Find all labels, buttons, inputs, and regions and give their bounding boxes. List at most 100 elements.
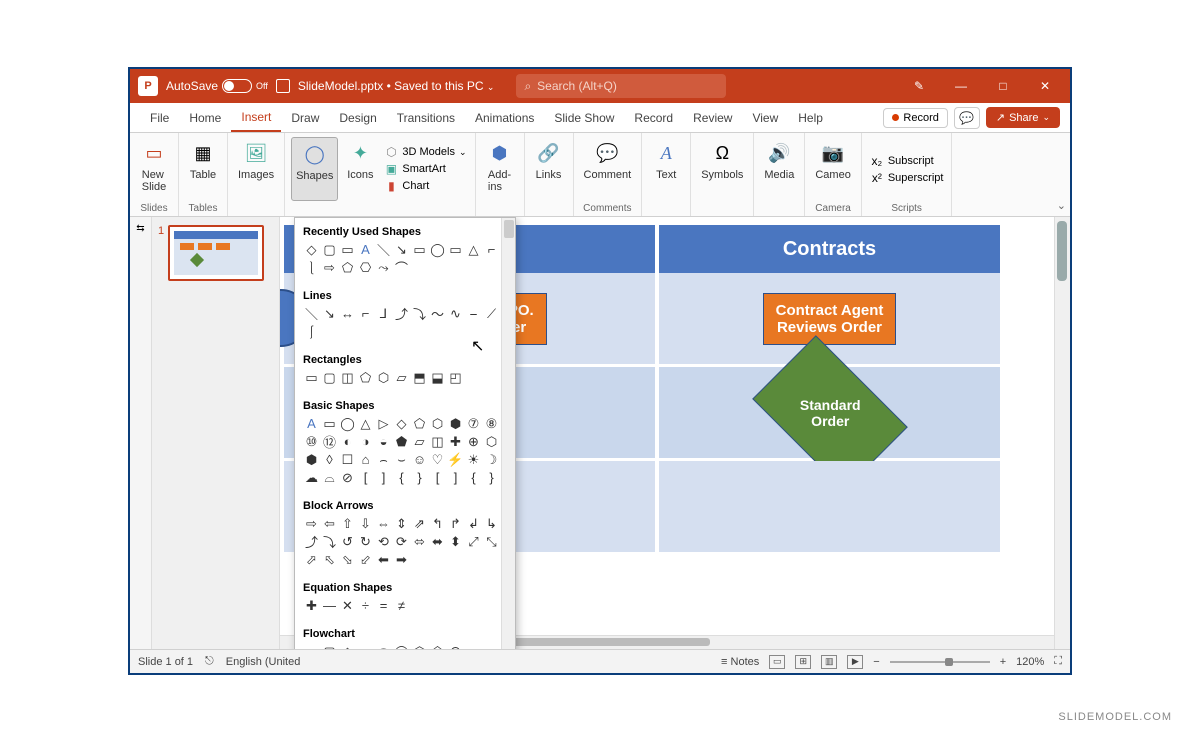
shape-bs-28[interactable]: ⌣ [393, 451, 410, 468]
normal-view-icon[interactable]: ▭ [769, 655, 785, 669]
zoom-out-button[interactable]: − [873, 656, 879, 668]
shape-ar-26[interactable]: ⬃ [357, 551, 374, 568]
shape-textbox[interactable]: A [357, 241, 374, 258]
reading-view-icon[interactable]: ▥ [821, 655, 837, 669]
shape-ar-2[interactable]: ⇦ [321, 515, 338, 532]
shape-bs-11[interactable]: ⑧ [483, 415, 500, 432]
shape-ar-17[interactable]: ⟳ [393, 533, 410, 550]
shape-ar-10[interactable]: ↲ [465, 515, 482, 532]
shape-ar-13[interactable]: ⤵ [321, 533, 338, 550]
shape-rect-h[interactable]: ⬓ [429, 369, 446, 386]
tab-draw[interactable]: Draw [281, 103, 329, 132]
shape-rect-d[interactable]: ⬠ [357, 369, 374, 386]
smartart-button[interactable]: ▣SmartArt [382, 161, 468, 177]
shape-bs-3[interactable]: ◯ [339, 415, 356, 432]
shape-bs-40[interactable]: } [411, 469, 428, 486]
new-slide-button[interactable]: ▭New Slide [136, 137, 172, 201]
shape-arc[interactable]: ⌒ [393, 259, 410, 276]
shape-line-2[interactable]: ↘ [321, 305, 338, 322]
cameo-button[interactable]: 📷Cameo [811, 137, 854, 201]
shape-bs-18[interactable]: ▱ [411, 433, 428, 450]
shape-ar-9[interactable]: ↱ [447, 515, 464, 532]
shape-ar-12[interactable]: ⤴ [303, 533, 320, 550]
shape-ar-27[interactable]: ⬅ [375, 551, 392, 568]
search-input[interactable]: ⌕ Search (Alt+Q) [516, 74, 726, 98]
shape-ar-7[interactable]: ⇗ [411, 515, 428, 532]
shape-rect3[interactable]: ▭ [447, 241, 464, 258]
tab-view[interactable]: View [742, 103, 788, 132]
shape-line-10[interactable]: ⎯ [465, 305, 482, 322]
tab-slideshow[interactable]: Slide Show [544, 103, 624, 132]
shape-callout[interactable]: ⎔ [357, 259, 374, 276]
document-title[interactable]: SlideModel.pptx • Saved to this PC ⌄ [298, 79, 495, 93]
tab-record[interactable]: Record [624, 103, 683, 132]
shape-rect[interactable]: ▭ [339, 241, 356, 258]
shape-ar-15[interactable]: ↻ [357, 533, 374, 550]
record-button[interactable]: Record [883, 108, 947, 128]
shape-line-11[interactable]: ⟋ [483, 305, 500, 322]
shape-eq-6[interactable]: ≠ [393, 597, 410, 614]
shape-fc-6[interactable]: ◯ [393, 643, 410, 649]
shape-ar-22[interactable]: ⤡ [483, 533, 500, 550]
shape-fc-5[interactable]: ⬭ [375, 643, 392, 649]
tab-transitions[interactable]: Transitions [387, 103, 465, 132]
shape-bs-36[interactable]: ⊘ [339, 469, 356, 486]
shape-bs-7[interactable]: ⬠ [411, 415, 428, 432]
links-button[interactable]: 🔗Links [531, 137, 567, 201]
shape-bs-9[interactable]: ⬢ [447, 415, 464, 432]
shape-bs-37[interactable]: [ [357, 469, 374, 486]
shape-rect-c[interactable]: ◫ [339, 369, 356, 386]
shape-bs-29[interactable]: ☺ [411, 451, 428, 468]
shape-bs-23[interactable]: ⬢ [303, 451, 320, 468]
shape-bs-43[interactable]: { [465, 469, 482, 486]
shape-ar-11[interactable]: ↳ [483, 515, 500, 532]
shape-bs-16[interactable]: ◒ [375, 433, 392, 450]
shape-bs-27[interactable]: ⌢ [375, 451, 392, 468]
shape-bs-4[interactable]: △ [357, 415, 374, 432]
shape-rect-b[interactable]: ▢ [321, 369, 338, 386]
shape-bs-1[interactable]: A [303, 415, 320, 432]
shape-bs-21[interactable]: ⊕ [465, 433, 482, 450]
shape-bs-6[interactable]: ◇ [393, 415, 410, 432]
shape-ar-19[interactable]: ⬌ [429, 533, 446, 550]
zoom-level[interactable]: 120% [1016, 656, 1044, 668]
toggle-switch[interactable] [222, 79, 252, 93]
shape-line-6[interactable]: ⤴ [393, 305, 410, 322]
table-button[interactable]: ▦Table [185, 137, 221, 201]
shape-bs-20[interactable]: ✚ [447, 433, 464, 450]
shape-line-1[interactable]: ＼ [303, 305, 320, 322]
shape-bs-24[interactable]: ◊ [321, 451, 338, 468]
shape-bs-19[interactable]: ◫ [429, 433, 446, 450]
close-button[interactable]: ✕ [1028, 71, 1062, 101]
minimize-button[interactable]: — [944, 71, 978, 101]
shape-line-8[interactable]: 〜 [429, 305, 446, 322]
tab-animations[interactable]: Animations [465, 103, 544, 132]
shape-bs-15[interactable]: ◑ [357, 433, 374, 450]
shape-bs-2[interactable]: ▭ [321, 415, 338, 432]
slide-thumbnail-1[interactable] [168, 225, 264, 281]
shape-ar-24[interactable]: ⬁ [321, 551, 338, 568]
shape-fc-8[interactable]: ⬠ [429, 643, 446, 649]
shape-rect-f[interactable]: ▱ [393, 369, 410, 386]
shape-eq-2[interactable]: — [321, 597, 338, 614]
process-box-agent[interactable]: Contract Agent Reviews Order [763, 293, 897, 345]
shape-connector[interactable]: ⌐ [483, 241, 500, 258]
shape-right-arrow[interactable]: ⇨ [321, 259, 338, 276]
shape-ar-3[interactable]: ⇧ [339, 515, 356, 532]
shape-eq-5[interactable]: = [375, 597, 392, 614]
tab-design[interactable]: Design [329, 103, 386, 132]
shape-bs-38[interactable]: ] [375, 469, 392, 486]
shape-bs-30[interactable]: ♡ [429, 451, 446, 468]
zoom-slider[interactable] [890, 661, 990, 663]
shape-ar-18[interactable]: ⬄ [411, 533, 428, 550]
shape-eq-1[interactable]: ✚ [303, 597, 320, 614]
shape-pentagon[interactable]: ⬠ [339, 259, 356, 276]
images-button[interactable]: 🖼Images [234, 137, 278, 201]
text-button[interactable]: AText [648, 137, 684, 201]
shape-bs-31[interactable]: ⚡ [447, 451, 464, 468]
shape-line-3[interactable]: ↔ [339, 305, 356, 322]
subscript-button[interactable]: x₂Subscript [868, 153, 946, 169]
superscript-button[interactable]: x²Superscript [868, 170, 946, 186]
tab-insert[interactable]: Insert [231, 103, 281, 132]
shape-rect-g[interactable]: ⬒ [411, 369, 428, 386]
